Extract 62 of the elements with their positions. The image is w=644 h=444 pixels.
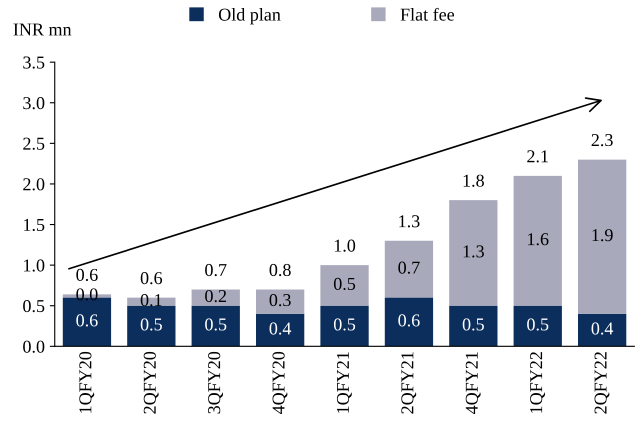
data-label: 0.5 (205, 318, 226, 331)
y-tick-label: 1.5 (24, 218, 44, 232)
data-label: 0.1 (140, 294, 162, 306)
bar (384, 240, 434, 298)
y-tick-label: 2.0 (23, 178, 44, 190)
x-tick-label: 2QFY22 (594, 352, 610, 414)
bar (578, 160, 626, 314)
x-tick-label: 3QFY20 (208, 352, 224, 414)
data-label: 1.3 (464, 245, 484, 258)
data-label: 0.5 (334, 278, 356, 290)
data-label: 0.5 (140, 318, 162, 331)
bar (449, 200, 498, 306)
total-label: 0.6 (76, 268, 98, 282)
y-tick-label: 2.5 (23, 138, 44, 150)
y-tick-label: 0.0 (23, 340, 44, 353)
bar (256, 289, 304, 314)
bar (192, 289, 240, 306)
total-label: 0.8 (270, 264, 291, 276)
data-label: 0.6 (76, 314, 98, 327)
total-label: 0.7 (205, 264, 227, 276)
x-tick-label: 2QFY21 (401, 352, 416, 414)
x-tick-label: 4QFY20 (272, 352, 288, 414)
data-label: 1.6 (528, 233, 548, 246)
x-tick-label: 1QFY20 (79, 352, 94, 413)
bar (256, 314, 304, 346)
data-label: 0.6 (398, 314, 420, 327)
bar (578, 314, 626, 346)
bar (192, 306, 240, 346)
data-label: 0.3 (270, 294, 291, 306)
x-tick-label: 2QFY20 (144, 352, 159, 414)
data-label: 0.4 (592, 322, 614, 335)
data-label: 0.2 (205, 290, 226, 302)
total-label: 1.3 (399, 215, 420, 228)
bar (514, 306, 562, 346)
total-label: 1.8 (464, 174, 484, 187)
legend-label: Old plan (218, 8, 281, 24)
x-tick-label: 1QFY21 (336, 352, 352, 413)
bar (127, 306, 176, 346)
data-label: 0.4 (270, 322, 292, 335)
y-tick-label: 1.0 (24, 259, 44, 272)
total-label: 2.1 (527, 150, 548, 162)
data-label: 0.5 (334, 318, 356, 331)
bar (320, 306, 369, 346)
data-label: 1.9 (592, 229, 613, 242)
data-label: 0.5 (462, 318, 484, 331)
bar (514, 176, 562, 306)
total-label: 2.3 (592, 134, 613, 146)
bar (449, 306, 498, 346)
bar (384, 298, 434, 346)
y-tick-label: 3.0 (23, 97, 44, 110)
x-tick-label: 4QFY21 (466, 352, 481, 414)
y-tick-label: 0.5 (23, 300, 44, 312)
data-label: 0.5 (527, 318, 548, 331)
y-tick-label: 3.5 (23, 56, 44, 69)
data-label: 0.0 (76, 288, 98, 301)
total-label: 1.0 (334, 240, 356, 252)
legend-label: Flat fee (400, 8, 454, 21)
y-axis-title: INR mn (14, 24, 72, 36)
x-tick-label: 1QFY22 (530, 352, 546, 413)
bar (320, 265, 369, 306)
total-label: 0.6 (140, 272, 162, 284)
data-label: 0.7 (398, 262, 420, 274)
